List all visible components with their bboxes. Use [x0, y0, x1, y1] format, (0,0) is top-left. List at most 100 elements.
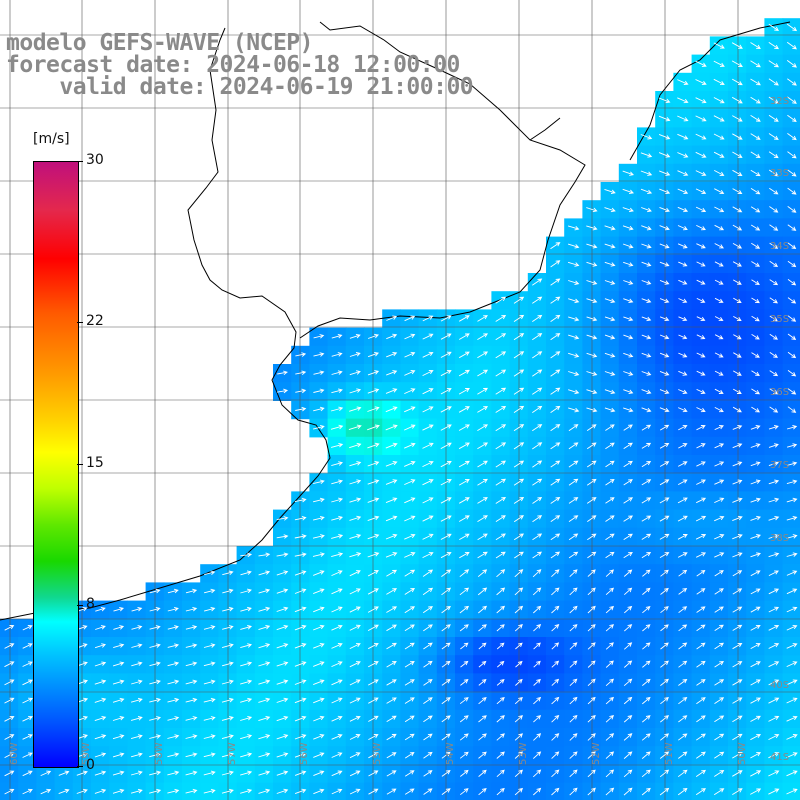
- wind-arrow: [221, 788, 234, 794]
- wind-arrow: [660, 697, 669, 705]
- wind-arrow: [367, 461, 380, 467]
- wind-arrow: [750, 606, 761, 613]
- wind-arrow: [768, 461, 779, 467]
- wind-arrow: [768, 443, 779, 448]
- wind-arrow: [605, 533, 615, 541]
- wind-arrow: [404, 424, 416, 431]
- wind-arrow: [750, 78, 761, 86]
- wind-arrow: [258, 588, 271, 594]
- wind-arrow: [331, 752, 343, 758]
- wind-arrow: [731, 60, 743, 67]
- model-title: modelo GEFS-WAVE (NCEP): [6, 30, 314, 56]
- wind-arrow: [441, 569, 452, 577]
- wind-arrow: [624, 624, 633, 632]
- wind-arrow: [276, 606, 289, 612]
- wind-arrow: [641, 552, 652, 559]
- wind-arrow: [695, 188, 707, 195]
- wind-arrow: [714, 461, 725, 467]
- valid-date: valid date: 2024-06-19 21:00:00: [6, 74, 474, 100]
- wind-arrow: [240, 588, 252, 594]
- wind-arrow: [714, 534, 725, 540]
- wind-arrow: [349, 442, 362, 449]
- wind-arrow: [551, 714, 560, 723]
- wind-arrow: [786, 752, 798, 759]
- wind-arrow: [222, 606, 234, 612]
- wind-arrow: [386, 606, 398, 613]
- wind-arrow: [677, 769, 688, 778]
- wind-arrow: [331, 388, 343, 394]
- wind-arrow: [258, 606, 271, 612]
- wind-arrow: [167, 697, 180, 703]
- wind-arrow: [313, 624, 325, 631]
- wind-arrow: [349, 679, 361, 686]
- wind-arrow: [787, 96, 797, 104]
- wind-arrow: [22, 697, 33, 704]
- wind-arrow: [769, 297, 778, 304]
- wind-arrow: [495, 315, 507, 322]
- wind-arrow: [678, 424, 688, 431]
- longitude-label: 53W: [518, 742, 529, 765]
- wind-arrow: [94, 770, 107, 776]
- wind-arrow: [714, 370, 724, 376]
- wind-arrow: [112, 697, 125, 703]
- wind-speed-cell: [782, 327, 800, 347]
- wind-arrow: [4, 715, 15, 722]
- wind-arrow: [532, 751, 542, 759]
- wind-arrow: [441, 715, 451, 723]
- wind-arrow: [404, 788, 415, 795]
- wind-arrow: [695, 206, 707, 213]
- wind-arrow: [112, 770, 125, 776]
- wind-arrow: [367, 479, 380, 485]
- wind-arrow: [732, 206, 743, 213]
- wind-arrow: [386, 679, 397, 686]
- wind-speed-cell: [782, 782, 800, 800]
- wind-arrow: [732, 388, 742, 394]
- wind-arrow: [731, 78, 743, 86]
- wind-arrow: [477, 569, 488, 578]
- wind-arrow: [750, 697, 761, 704]
- wind-arrow: [768, 570, 779, 577]
- wind-arrow: [568, 298, 580, 304]
- wind-arrow: [605, 696, 614, 705]
- wind-arrow: [768, 733, 780, 741]
- wind-arrow: [441, 697, 451, 705]
- wind-arrow: [642, 569, 651, 577]
- wind-arrow: [349, 606, 361, 613]
- wind-arrow: [551, 787, 560, 796]
- wind-arrow: [513, 405, 525, 413]
- wind-arrow: [331, 515, 343, 521]
- latitude-label: 34S: [770, 241, 789, 252]
- wind-arrow: [495, 387, 507, 395]
- wind-arrow: [550, 351, 561, 359]
- wind-arrow: [587, 751, 596, 759]
- wind-arrow: [441, 788, 451, 795]
- wind-arrow: [750, 60, 761, 68]
- wind-arrow: [149, 716, 162, 721]
- longitude-label: 55W: [372, 742, 383, 765]
- wind-arrow: [641, 298, 652, 303]
- wind-arrow: [294, 515, 307, 521]
- wind-arrow: [751, 388, 760, 395]
- wind-arrow: [769, 279, 779, 286]
- wind-arrow: [732, 534, 743, 540]
- wind-arrow: [714, 443, 725, 449]
- wind-arrow: [622, 170, 634, 176]
- wind-arrow: [695, 151, 707, 158]
- wind-arrow: [513, 442, 525, 450]
- wind-arrow: [641, 389, 652, 394]
- wind-arrow: [349, 406, 362, 412]
- wind-arrow: [185, 661, 198, 667]
- colorbar-tick-mark: [77, 604, 83, 606]
- wind-arrow: [112, 716, 125, 721]
- wind-arrow: [532, 587, 542, 596]
- wind-arrow: [713, 60, 725, 67]
- wind-arrow: [313, 715, 325, 722]
- wind-arrow: [440, 460, 452, 468]
- wind-arrow: [787, 297, 797, 304]
- wind-arrow: [276, 552, 289, 557]
- wind-arrow: [221, 770, 234, 776]
- wind-arrow: [659, 170, 671, 176]
- wind-arrow: [349, 788, 361, 795]
- wind-arrow: [605, 714, 614, 723]
- wind-arrow: [678, 642, 688, 650]
